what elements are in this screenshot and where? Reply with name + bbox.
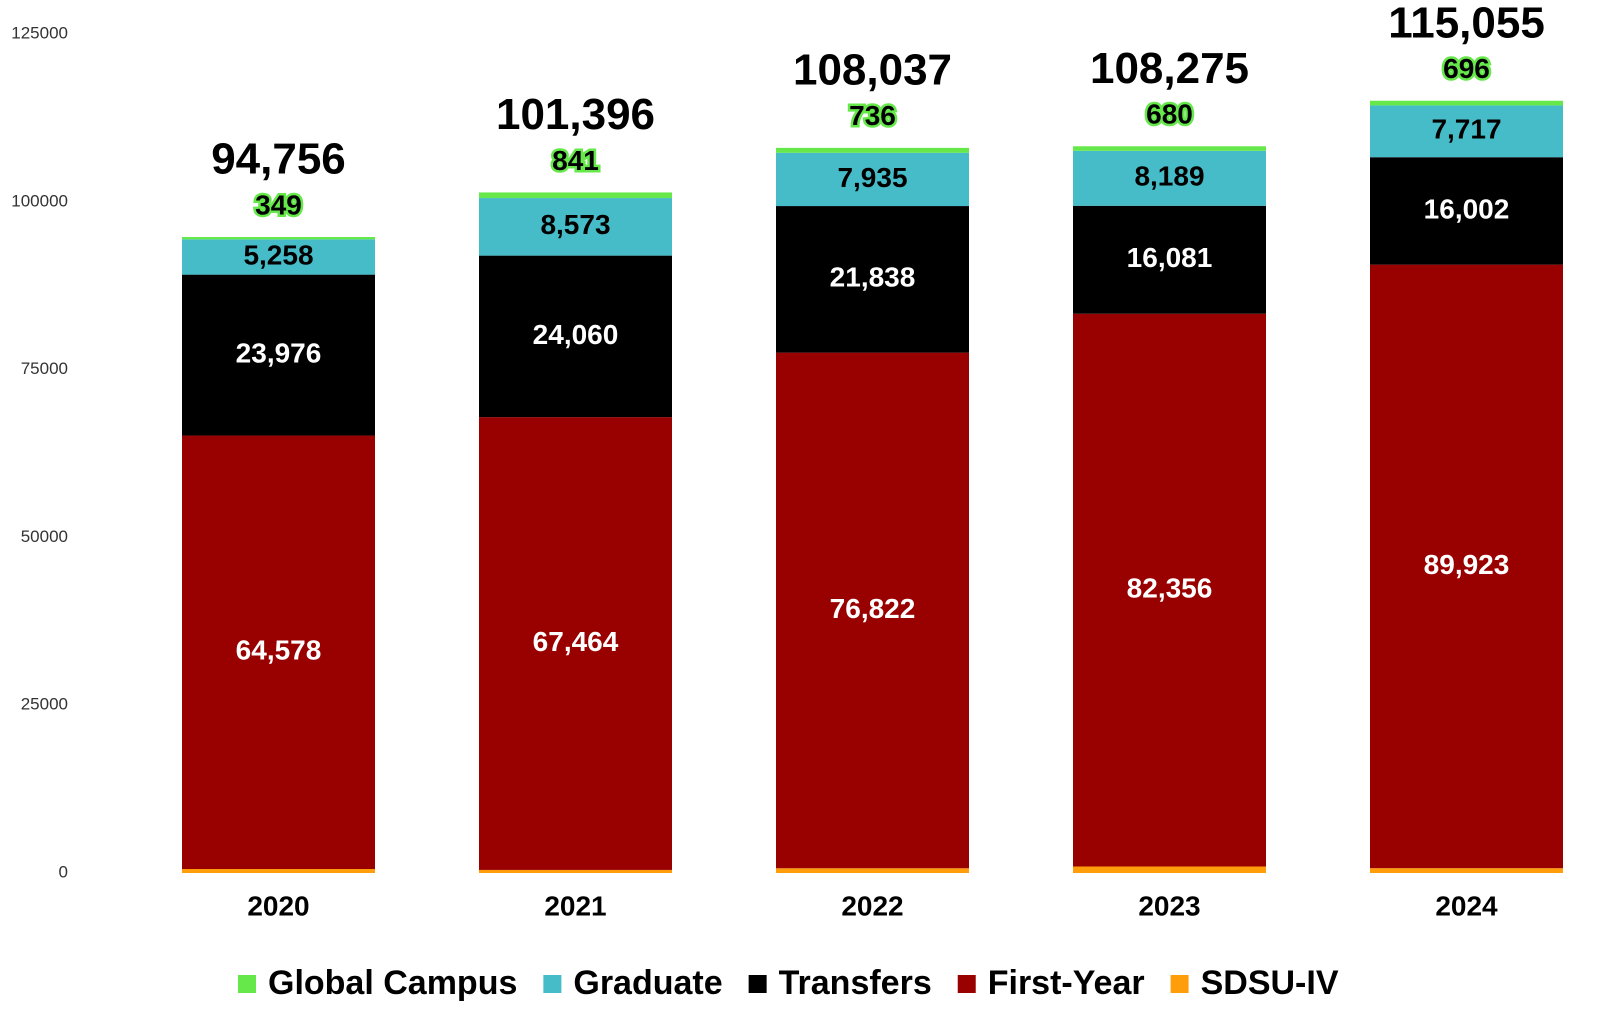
data-label: 16,081 [1127,242,1213,273]
legend-label: First-Year [988,964,1145,1002]
data-label: 680 [1146,99,1193,130]
bar-segment [182,274,375,436]
bar-segment [479,869,672,873]
legend-label: SDSU-IV [1201,964,1339,1002]
data-label: 7,717 [1431,114,1501,145]
bar-segment [1370,100,1563,106]
bar-segment [776,147,969,153]
bar-segment [182,869,375,873]
x-tick-label: 2024 [1435,890,1498,921]
data-label: 23,976 [236,337,322,368]
bar-segment [479,255,672,418]
legend-swatch [1170,975,1189,993]
y-tick-label: 25000 [21,695,68,714]
legend-swatch [543,975,562,993]
total-label: 101,396 [496,90,655,139]
bar-segment [479,198,672,256]
legend-label: Transfers [779,964,932,1002]
y-tick-label: 100000 [11,191,68,210]
bar-segment [1073,146,1266,151]
legend-label: Global Campus [268,964,517,1002]
data-label: 24,060 [533,319,619,350]
y-tick-label: 0 [59,862,68,881]
y-tick-label: 125000 [11,23,68,42]
total-label: 108,037 [793,45,952,94]
total-label: 115,055 [1388,0,1545,47]
bar-segment [479,192,672,199]
bar-segment [1370,264,1563,869]
bar-segment [182,239,375,275]
bar-segment [776,152,969,207]
bar-segment [1073,205,1266,314]
data-label: 841 [552,145,599,176]
x-tick-label: 2023 [1138,890,1200,921]
data-label: 64,578 [236,635,322,666]
y-tick-label: 75000 [21,359,68,378]
bar-segment [1073,313,1266,867]
data-label: 89,923 [1424,549,1510,580]
y-tick-label: 50000 [21,527,68,546]
x-tick-label: 2020 [247,890,309,921]
total-label: 108,275 [1090,44,1249,93]
bar-segment [776,206,969,353]
data-label: 7,935 [837,162,907,193]
legend-label: Graduate [573,964,722,1002]
bar-segment [1073,150,1266,206]
data-label: 21,838 [830,262,916,293]
data-label: 5,258 [243,239,313,270]
bar-segment [776,868,969,873]
bar-segment [1073,866,1266,873]
data-label: 736 [849,100,896,131]
x-tick-label: 2022 [841,890,903,921]
total-label: 94,756 [211,135,346,184]
data-label: 82,356 [1127,572,1213,603]
data-label: 76,822 [830,593,916,624]
legend-swatch [238,975,256,993]
data-label: 67,464 [533,626,619,657]
data-label: 16,002 [1424,193,1510,224]
bar-segment [479,417,672,870]
bar-segment [182,236,375,240]
bar-segment [1370,105,1563,158]
bar-segment [182,435,375,870]
bar-segment [776,352,969,869]
legend-swatch [957,975,976,993]
data-label: 8,189 [1134,161,1204,192]
legend-swatch [748,975,767,993]
bar-segment [1370,868,1563,873]
data-label: 8,573 [540,209,610,240]
bar-segment [1370,157,1563,265]
x-tick-label: 2021 [544,890,606,921]
data-label: 349 [255,189,302,220]
data-label: 696 [1443,53,1490,84]
